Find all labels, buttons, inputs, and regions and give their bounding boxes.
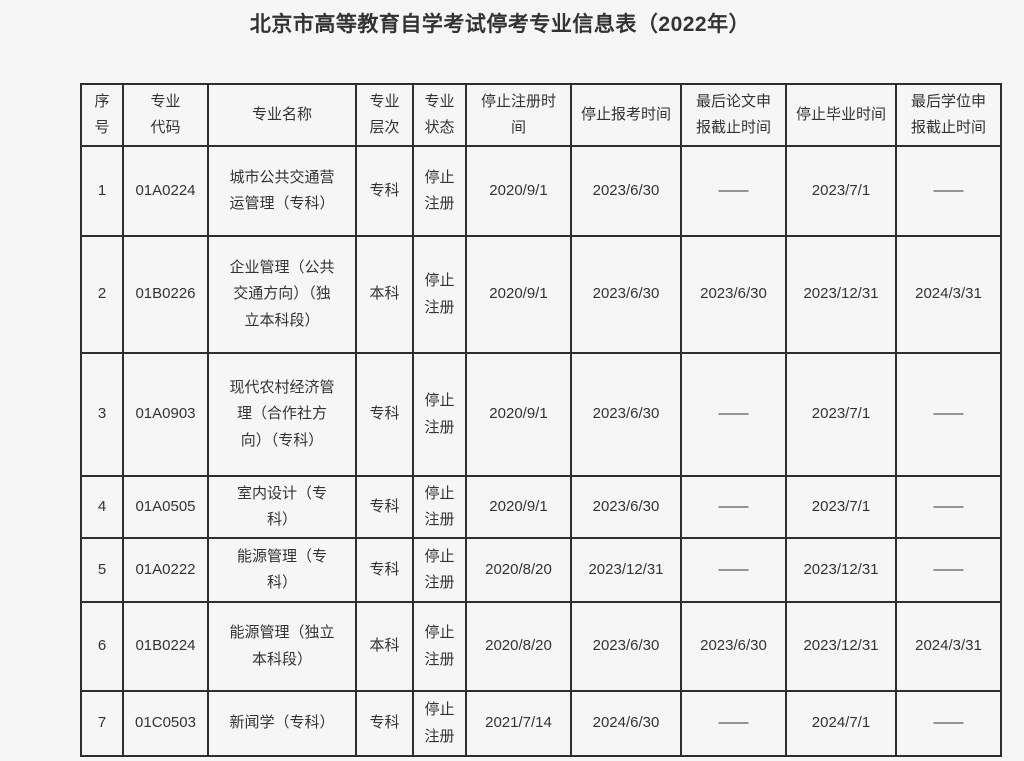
- cell-stop-application-time: 2023/6/30: [570, 235, 682, 354]
- cell-stop-registration-time: 2020/9/1: [465, 235, 572, 354]
- cell-major-name: 企业管理（公共 交通方向）（独 立本科段）: [207, 235, 357, 354]
- cell-major-level: 专科: [355, 145, 414, 237]
- cell-major-code: 01A0222: [122, 537, 209, 603]
- column-header-last-degree-deadline: 最后学位申 报截止时间: [895, 83, 1002, 147]
- cell-major-level: 专科: [355, 475, 414, 539]
- table-row: 7 01C0503 新闻学（专科） 专科 停止 注册 2021/7/14 2024/6/30…: [80, 690, 1002, 757]
- cell-major-level: 专科: [355, 352, 414, 477]
- cell-major-status: 停止 注册: [412, 537, 467, 603]
- cell-last-thesis-deadline: ——: [680, 352, 787, 477]
- cell-stop-registration-time: 2020/9/1: [465, 352, 572, 477]
- table-row: 3 01A0903 现代农村经济管 理（合作社方 向）（专科） 专科 停止 注册 2020…: [80, 352, 1002, 477]
- table-container: 序 号专业 代码 专业名称 专业 层次 专业 状态 停止注册时 间停止报考时间 最后论文申…: [80, 83, 1002, 757]
- column-header-major-name: 专业名称: [207, 83, 357, 147]
- cell-major-name: 现代农村经济管 理（合作社方 向）（专科）: [207, 352, 357, 477]
- column-header-major-code: 专业 代码: [122, 83, 209, 147]
- cell-stop-application-time: 2023/6/30: [570, 145, 682, 237]
- cell-index: 4: [80, 475, 124, 539]
- cell-major-name: 新闻学（专科）: [207, 690, 357, 757]
- cell-index: 2: [80, 235, 124, 354]
- cell-stop-graduation-time: 2023/12/31: [785, 537, 897, 603]
- cell-major-name: 室内设计（专 科）: [207, 475, 357, 539]
- table-row: 2 01B0226 企业管理（公共 交通方向）（独 立本科段） 本科 停止 注册 2020…: [80, 235, 1002, 354]
- cell-major-status: 停止 注册: [412, 145, 467, 237]
- cell-last-thesis-deadline: 2023/6/30: [680, 601, 787, 692]
- cell-major-code: 01C0503: [122, 690, 209, 757]
- cell-major-status: 停止 注册: [412, 601, 467, 692]
- cell-major-code: 01A0505: [122, 475, 209, 539]
- cell-stop-registration-time: 2020/9/1: [465, 145, 572, 237]
- cell-index: 7: [80, 690, 124, 757]
- cell-last-thesis-deadline: ——: [680, 537, 787, 603]
- cell-index: 3: [80, 352, 124, 477]
- cell-last-thesis-deadline: ——: [680, 475, 787, 539]
- cell-last-thesis-deadline: 2023/6/30: [680, 235, 787, 354]
- cell-major-status: 停止 注册: [412, 690, 467, 757]
- cell-major-name: 能源管理（专 科）: [207, 537, 357, 603]
- table-body: 1 01A0224 城市公共交通营 运管理（专科） 专科 停止 注册 2020/9/1 20…: [80, 145, 1002, 757]
- cell-stop-graduation-time: 2023/12/31: [785, 235, 897, 354]
- suspended-majors-table: 序 号专业 代码 专业名称 专业 层次 专业 状态 停止注册时 间停止报考时间 最后论文申…: [80, 83, 1002, 757]
- cell-major-code: 01B0224: [122, 601, 209, 692]
- cell-index: 1: [80, 145, 124, 237]
- cell-index: 5: [80, 537, 124, 603]
- cell-major-level: 本科: [355, 235, 414, 354]
- cell-last-thesis-deadline: ——: [680, 690, 787, 757]
- page-title: 北京市高等教育自学考试停考专业信息表（2022年）: [249, 13, 751, 36]
- cell-stop-graduation-time: 2023/7/1: [785, 475, 897, 539]
- cell-stop-application-time: 2023/12/31: [570, 537, 682, 603]
- cell-stop-graduation-time: 2023/7/1: [785, 145, 897, 237]
- column-header-major-level: 专业 层次: [355, 83, 414, 147]
- column-header-last-thesis-deadline: 最后论文申 报截止时间: [680, 83, 787, 147]
- cell-major-code: 01A0903: [122, 352, 209, 477]
- cell-stop-registration-time: 2020/8/20: [465, 601, 572, 692]
- column-header-major-status: 专业 状态: [412, 83, 467, 147]
- cell-stop-registration-time: 2020/8/20: [465, 537, 572, 603]
- table-header: 序 号专业 代码 专业名称 专业 层次 专业 状态 停止注册时 间停止报考时间 最后论文申…: [80, 83, 1002, 147]
- cell-last-degree-deadline: 2024/3/31: [895, 601, 1002, 692]
- cell-stop-application-time: 2023/6/30: [570, 352, 682, 477]
- cell-stop-application-time: 2023/6/30: [570, 475, 682, 539]
- table-header-row: 序 号专业 代码 专业名称 专业 层次 专业 状态 停止注册时 间停止报考时间 最后论文申…: [80, 83, 1002, 147]
- table-row: 4 01A0505 室内设计（专 科） 专科 停止 注册 2020/9/1 2023/6/3…: [80, 475, 1002, 539]
- cell-major-level: 专科: [355, 690, 414, 757]
- cell-last-degree-deadline: ——: [895, 352, 1002, 477]
- column-header-stop-registration-time: 停止注册时 间: [465, 83, 572, 147]
- cell-stop-graduation-time: 2023/12/31: [785, 601, 897, 692]
- cell-major-status: 停止 注册: [412, 235, 467, 354]
- cell-major-code: 01B0226: [122, 235, 209, 354]
- table-row: 6 01B0224 能源管理（独立 本科段） 本科 停止 注册 2020/8/20 2023…: [80, 601, 1002, 692]
- cell-last-degree-deadline: 2024/3/31: [895, 235, 1002, 354]
- table-row: 5 01A0222 能源管理（专 科） 专科 停止 注册 2020/8/20 2023/12…: [80, 537, 1002, 603]
- cell-major-name: 能源管理（独立 本科段）: [207, 601, 357, 692]
- cell-major-name: 城市公共交通营 运管理（专科）: [207, 145, 357, 237]
- cell-last-degree-deadline: ——: [895, 537, 1002, 603]
- cell-stop-graduation-time: 2024/7/1: [785, 690, 897, 757]
- cell-index: 6: [80, 601, 124, 692]
- cell-last-degree-deadline: ——: [895, 475, 1002, 539]
- cell-stop-registration-time: 2020/9/1: [465, 475, 572, 539]
- cell-stop-application-time: 2024/6/30: [570, 690, 682, 757]
- cell-last-degree-deadline: ——: [895, 145, 1002, 237]
- cell-major-code: 01A0224: [122, 145, 209, 237]
- cell-major-level: 专科: [355, 537, 414, 603]
- column-header-stop-application-time: 停止报考时间: [570, 83, 682, 147]
- cell-stop-application-time: 2023/6/30: [570, 601, 682, 692]
- cell-last-thesis-deadline: ——: [680, 145, 787, 237]
- cell-stop-registration-time: 2021/7/14: [465, 690, 572, 757]
- cell-major-status: 停止 注册: [412, 475, 467, 539]
- cell-major-level: 本科: [355, 601, 414, 692]
- column-header-stop-graduation-time: 停止毕业时间: [785, 83, 897, 147]
- cell-major-status: 停止 注册: [412, 352, 467, 477]
- table-row: 1 01A0224 城市公共交通营 运管理（专科） 专科 停止 注册 2020/9/1 20…: [80, 145, 1002, 237]
- cell-stop-graduation-time: 2023/7/1: [785, 352, 897, 477]
- column-header-index: 序 号: [80, 83, 124, 147]
- cell-last-degree-deadline: ——: [895, 690, 1002, 757]
